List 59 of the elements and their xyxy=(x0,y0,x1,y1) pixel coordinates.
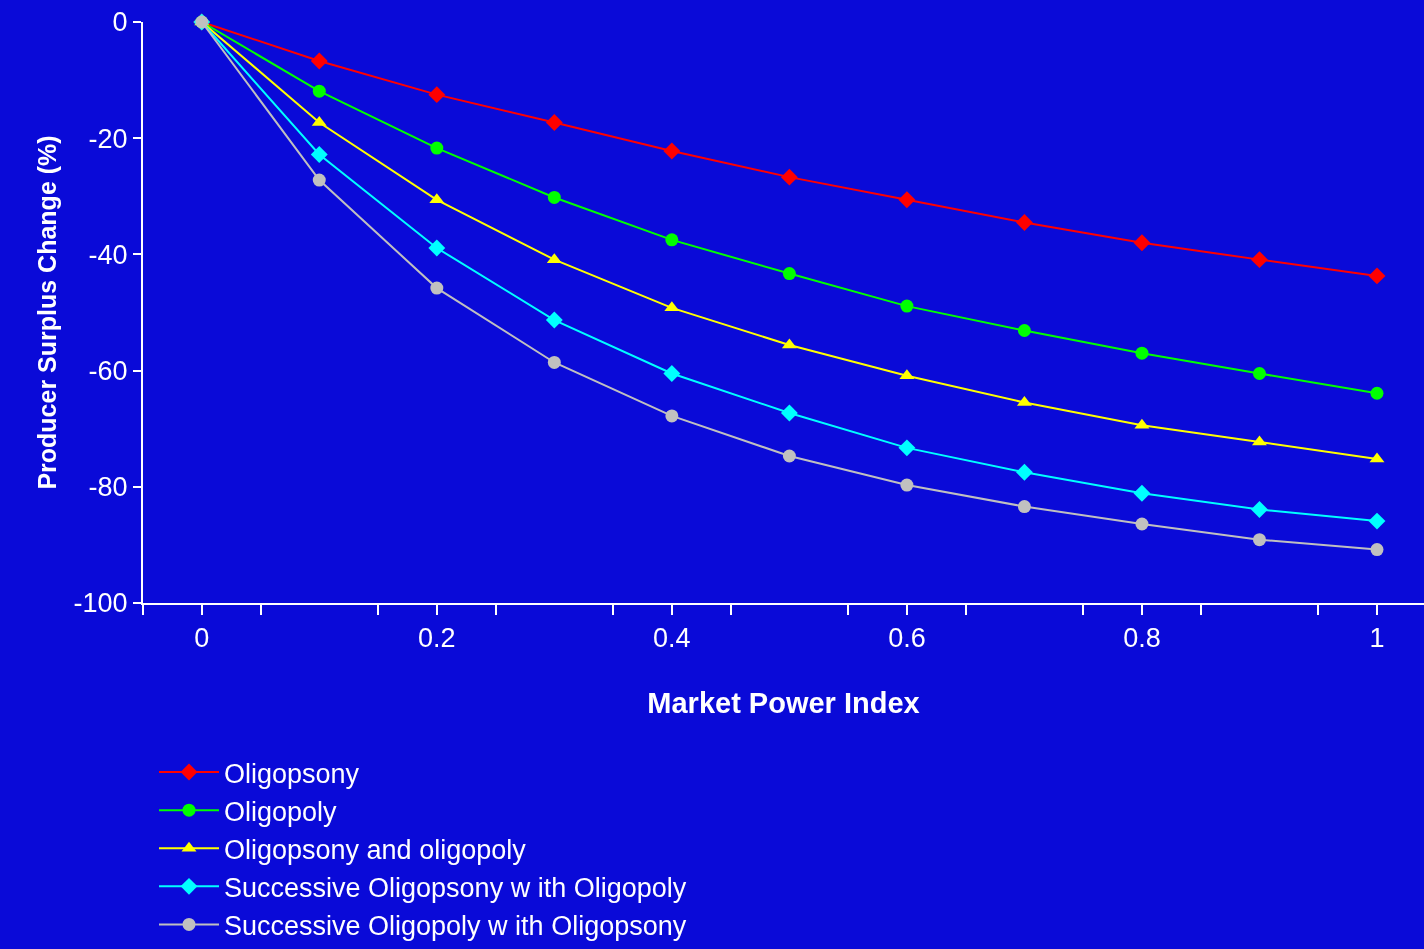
point xyxy=(547,355,561,369)
x-tick-label: 1 xyxy=(1369,623,1385,654)
point xyxy=(782,449,796,463)
point xyxy=(1368,267,1386,285)
point xyxy=(312,173,326,187)
y-axis-title: Producer Surplus Change (%) xyxy=(32,135,61,490)
point xyxy=(1133,234,1151,252)
point xyxy=(1370,543,1384,557)
point xyxy=(430,141,444,155)
point xyxy=(545,311,563,329)
legend-label: Oligopsony xyxy=(224,758,360,789)
point xyxy=(900,299,914,313)
point xyxy=(1368,512,1386,530)
y-tick-label: 0 xyxy=(112,7,128,38)
legend-label: Successive Oligopoly w ith Oligopsony xyxy=(224,910,687,941)
y-tick-label: -40 xyxy=(88,239,128,270)
point xyxy=(1252,533,1266,547)
point xyxy=(782,267,796,281)
point xyxy=(1135,517,1149,531)
point xyxy=(1017,324,1031,337)
point xyxy=(898,439,916,457)
legend-label: Successive Oligopsony w ith Oligopoly xyxy=(224,872,687,903)
point xyxy=(663,142,681,160)
legend-label: Oligopsony and oligopoly xyxy=(224,834,527,865)
point xyxy=(430,281,444,295)
x-axis-title: Market Power Index xyxy=(647,686,920,719)
x-tick-label: 0.6 xyxy=(888,623,926,654)
point xyxy=(1252,367,1266,380)
point xyxy=(665,233,679,247)
x-tick-label: 0 xyxy=(194,623,210,654)
point xyxy=(310,52,328,70)
point xyxy=(1133,484,1151,502)
point xyxy=(665,409,679,423)
y-tick-label: -80 xyxy=(88,472,128,503)
point xyxy=(1015,463,1033,481)
y-tick-label: -20 xyxy=(88,123,128,154)
y-tick-label: -60 xyxy=(88,356,128,387)
point xyxy=(1251,501,1268,518)
x-tick-label: 0.4 xyxy=(653,623,691,654)
point xyxy=(1135,346,1149,360)
point xyxy=(1251,251,1268,269)
point xyxy=(1015,214,1033,231)
point xyxy=(663,365,681,382)
point xyxy=(1370,386,1384,400)
point xyxy=(1017,500,1031,514)
point xyxy=(780,168,798,186)
legend-label: Oligopoly xyxy=(224,796,338,827)
point xyxy=(545,114,563,131)
point xyxy=(428,239,446,257)
point xyxy=(312,84,326,98)
point xyxy=(428,86,446,104)
y-tick-label: -100 xyxy=(73,588,128,619)
point xyxy=(547,190,561,204)
point xyxy=(310,146,328,163)
point xyxy=(898,191,916,209)
point xyxy=(780,404,798,422)
point xyxy=(900,478,914,492)
x-tick-label: 0.2 xyxy=(418,623,456,654)
x-tick-label: 0.8 xyxy=(1123,623,1161,654)
